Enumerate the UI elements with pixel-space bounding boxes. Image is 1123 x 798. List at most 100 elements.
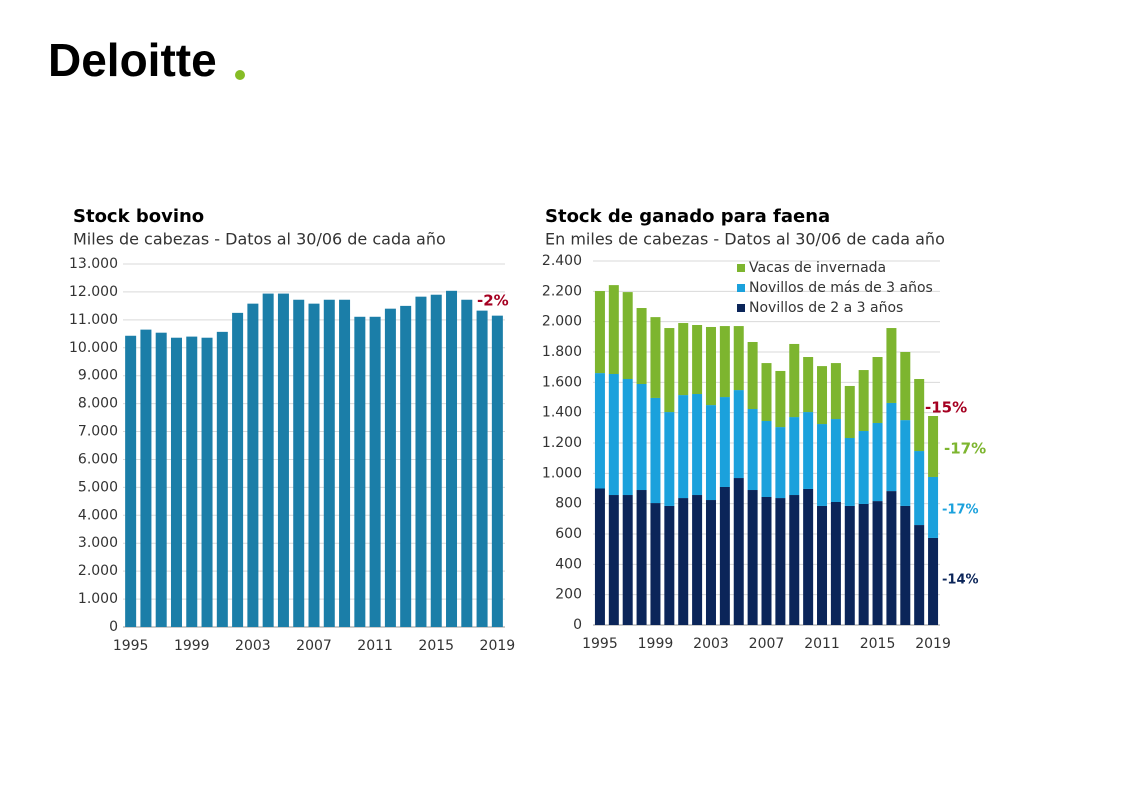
bar-segment [858,503,869,625]
bar-segment [692,394,703,496]
bar-segment [886,328,897,403]
bar-segment [900,420,911,506]
x-tick-label: 1995 [113,638,149,654]
bar-segment [803,412,814,489]
y-tick-label: 600 [555,526,582,542]
bar [491,315,503,627]
x-tick-label: 2015 [418,638,454,654]
bar-segment [733,390,744,479]
bar-segment [747,409,758,491]
bar-segment [817,505,828,625]
bar [384,308,396,627]
bar-segment [886,402,897,492]
y-tick-label: 1.200 [542,435,582,451]
bar-segment [608,495,619,625]
chart-subtitle: Miles de cabezas - Datos al 30/06 de cad… [73,230,446,249]
bar-segment [664,412,675,506]
bar-segment [622,378,633,496]
x-tick-label: 2007 [296,638,332,654]
y-tick-label: 1.400 [542,405,582,421]
bar [415,296,427,627]
bar-segment [733,478,744,625]
logo: Deloitte [48,34,217,86]
bar-segment [747,341,758,410]
bar-segment [914,378,925,452]
y-tick-label: 1.000 [78,591,118,607]
bar-segment [678,395,689,499]
bar-segment [692,325,703,395]
chart-title: Stock bovino [73,206,204,227]
x-tick-label: 2015 [860,636,896,652]
logo-dot [235,70,245,80]
bar-segment [928,476,939,538]
bar-segment [775,427,786,499]
y-tick-label: 200 [555,587,582,603]
legend-swatch [737,304,745,312]
bar-segment [650,397,661,504]
bar-segment [594,488,605,625]
y-tick-label: 5.000 [78,479,118,495]
y-tick-label: 2.000 [78,563,118,579]
bar [262,293,274,627]
bar-segment [719,397,730,487]
y-tick-label: 3.000 [78,535,118,551]
bar-segment [664,328,675,413]
x-tick-label: 1995 [582,636,618,652]
bar-segment [733,326,744,391]
bar [232,312,244,627]
bar-segment [594,291,605,374]
annotation: -17% [942,503,979,518]
bar-segment [761,421,772,497]
x-tick-label: 2011 [804,636,840,652]
bar-segment [858,431,869,504]
y-tick-label: 7.000 [78,424,118,440]
y-tick-label: 10.000 [69,340,118,356]
y-tick-label: 9.000 [78,368,118,384]
bar [476,310,488,627]
y-tick-label: 0 [573,617,582,633]
y-tick-label: 1.600 [542,374,582,390]
bar [277,293,289,627]
bar-segment [830,419,841,502]
x-tick-label: 2011 [357,638,393,654]
bar-segment [900,352,911,421]
bar-segment [858,370,869,432]
bar [308,303,320,627]
annotation: -14% [942,573,979,588]
annotation: -15% [925,399,967,417]
bar [125,335,137,627]
bar-segment [914,525,925,625]
y-tick-label: 6.000 [78,451,118,467]
bar-segment [900,505,911,625]
bar [293,299,305,627]
y-tick-label: 1.800 [542,344,582,360]
bar-segment [705,405,716,501]
bar-segment [678,498,689,625]
bar-segment [830,363,841,420]
y-tick-label: 0 [109,619,118,635]
bar-segment [872,357,883,423]
bar-segment [636,384,647,491]
bar [354,316,366,627]
bar [186,336,198,627]
bar [339,299,351,627]
bar-segment [622,495,633,625]
bar-segment [789,343,800,418]
bar-segment [872,422,883,502]
y-tick-label: 11.000 [69,312,118,328]
legend-swatch [737,264,745,272]
bar-segment [844,437,855,506]
bar-segment [817,424,828,506]
bar-segment [692,495,703,625]
bar-segment [608,285,619,374]
bar-segment [650,503,661,625]
bar [216,331,228,627]
bar-segment [761,363,772,422]
bar-segment [678,323,689,396]
y-tick-label: 8.000 [78,396,118,412]
bar-segment [789,417,800,496]
bar [170,337,182,627]
bar [400,305,412,627]
x-tick-label: 1999 [174,638,210,654]
